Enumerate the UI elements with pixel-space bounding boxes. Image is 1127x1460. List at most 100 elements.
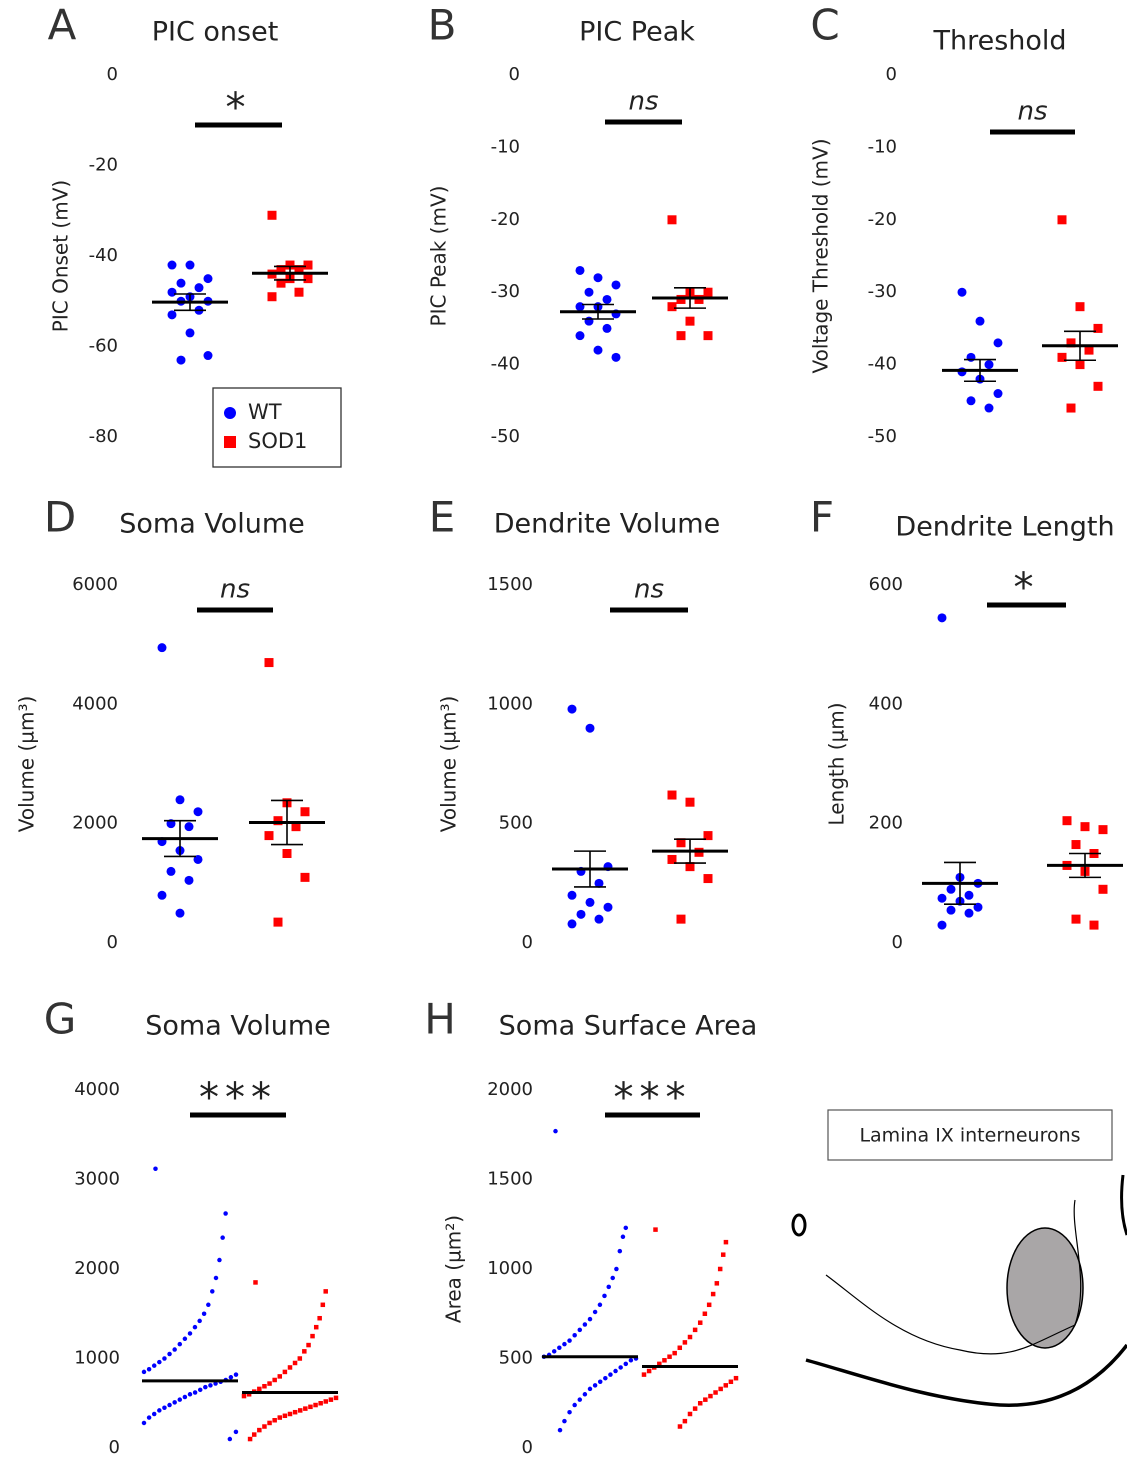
data-point bbox=[733, 1375, 739, 1381]
data-point bbox=[294, 265, 304, 275]
data-point bbox=[184, 822, 194, 832]
y-tick-label: -30 bbox=[868, 281, 897, 302]
y-tick-label: 0 bbox=[107, 932, 118, 953]
data-point bbox=[618, 1365, 623, 1370]
panel: E Dendrite Volume Volume (µm³) 1500 1000 500 0… bbox=[429, 493, 728, 953]
y-tick-label: -40 bbox=[89, 245, 118, 266]
data-point bbox=[677, 1345, 683, 1351]
data-point bbox=[597, 1379, 603, 1385]
data-point bbox=[282, 1413, 288, 1419]
data-point bbox=[300, 807, 310, 817]
data-point bbox=[273, 816, 283, 826]
data-point bbox=[310, 1333, 315, 1339]
y-tick-label: -10 bbox=[491, 136, 520, 157]
data-point bbox=[184, 875, 194, 885]
data-point bbox=[582, 1392, 588, 1397]
data-point bbox=[1098, 825, 1108, 835]
data-point bbox=[577, 1327, 583, 1333]
data-point bbox=[291, 822, 301, 832]
significance-label: ns bbox=[1017, 97, 1047, 127]
data-point bbox=[264, 831, 274, 841]
data-point bbox=[553, 1128, 558, 1134]
data-point bbox=[685, 316, 695, 326]
data-point bbox=[300, 872, 310, 882]
data-point bbox=[603, 1375, 608, 1381]
data-point bbox=[157, 643, 167, 653]
outline bbox=[791, 1213, 807, 1237]
y-tick-label: 1000 bbox=[487, 693, 533, 714]
data-point bbox=[223, 1211, 228, 1216]
data-point bbox=[703, 1397, 708, 1402]
data-point bbox=[685, 797, 695, 807]
data-point bbox=[708, 1393, 713, 1399]
data-point bbox=[672, 1350, 677, 1356]
data-point bbox=[203, 351, 213, 361]
data-point bbox=[194, 283, 204, 293]
data-point bbox=[557, 1345, 562, 1351]
data-point bbox=[267, 1381, 272, 1386]
data-point bbox=[587, 1386, 593, 1392]
y-tick-label: 0 bbox=[522, 1437, 533, 1458]
data-point bbox=[247, 1436, 253, 1442]
data-point bbox=[167, 1351, 172, 1357]
data-point bbox=[584, 287, 594, 297]
data-point bbox=[172, 1347, 177, 1352]
data-point bbox=[594, 878, 604, 888]
outline bbox=[1120, 1174, 1127, 1236]
y-tick-label: 2000 bbox=[74, 1258, 120, 1279]
y-axis-label: Length (µm) bbox=[825, 702, 849, 825]
chart-title: Soma Surface Area bbox=[499, 1011, 758, 1042]
data-point bbox=[1093, 381, 1103, 391]
data-point bbox=[723, 1383, 729, 1388]
data-point bbox=[703, 874, 713, 884]
data-point bbox=[1098, 884, 1108, 894]
data-point bbox=[167, 260, 177, 270]
data-point bbox=[167, 1402, 172, 1408]
data-point bbox=[162, 1356, 167, 1361]
panel-letter: D bbox=[44, 493, 76, 542]
data-point bbox=[585, 897, 595, 907]
data-point bbox=[313, 1402, 318, 1408]
data-point bbox=[141, 1369, 147, 1375]
data-point bbox=[276, 265, 286, 275]
data-point bbox=[676, 838, 686, 848]
data-point bbox=[562, 1418, 567, 1424]
chart-title: Dendrite Volume bbox=[494, 509, 720, 540]
significance-label: ns bbox=[628, 87, 658, 117]
data-point bbox=[557, 1427, 563, 1433]
data-point bbox=[946, 884, 956, 894]
data-point bbox=[303, 260, 313, 270]
data-point bbox=[1075, 302, 1085, 312]
data-point bbox=[582, 1322, 588, 1327]
data-point bbox=[323, 1399, 329, 1404]
data-point bbox=[667, 215, 677, 225]
data-point bbox=[292, 1409, 298, 1415]
data-point bbox=[567, 704, 577, 714]
data-point bbox=[318, 1401, 323, 1406]
data-point bbox=[667, 790, 677, 800]
data-point bbox=[667, 1354, 672, 1359]
y-axis-label: Area (µm²) bbox=[442, 1215, 466, 1323]
data-point bbox=[567, 919, 577, 929]
data-point bbox=[192, 1390, 198, 1395]
data-point bbox=[667, 302, 677, 312]
data-point bbox=[146, 1366, 152, 1372]
data-point bbox=[257, 1427, 262, 1433]
data-point bbox=[602, 323, 612, 333]
y-tick-label: -50 bbox=[491, 426, 520, 447]
data-point bbox=[1080, 822, 1090, 832]
data-point bbox=[575, 331, 585, 341]
data-point bbox=[1066, 403, 1076, 413]
data-point bbox=[957, 287, 967, 297]
data-point bbox=[702, 1311, 708, 1316]
panel: H Soma Surface Area Area (µm²) 2000 1500 1000… bbox=[424, 995, 757, 1459]
y-axis-label: PIC Onset (mV) bbox=[49, 180, 73, 332]
y-tick-label: 6000 bbox=[72, 574, 118, 595]
data-point bbox=[297, 1408, 303, 1413]
data-point bbox=[264, 658, 274, 668]
data-point bbox=[328, 1397, 334, 1402]
data-point bbox=[213, 1275, 219, 1281]
data-point bbox=[611, 352, 621, 362]
y-tick-label: 0 bbox=[522, 932, 533, 953]
